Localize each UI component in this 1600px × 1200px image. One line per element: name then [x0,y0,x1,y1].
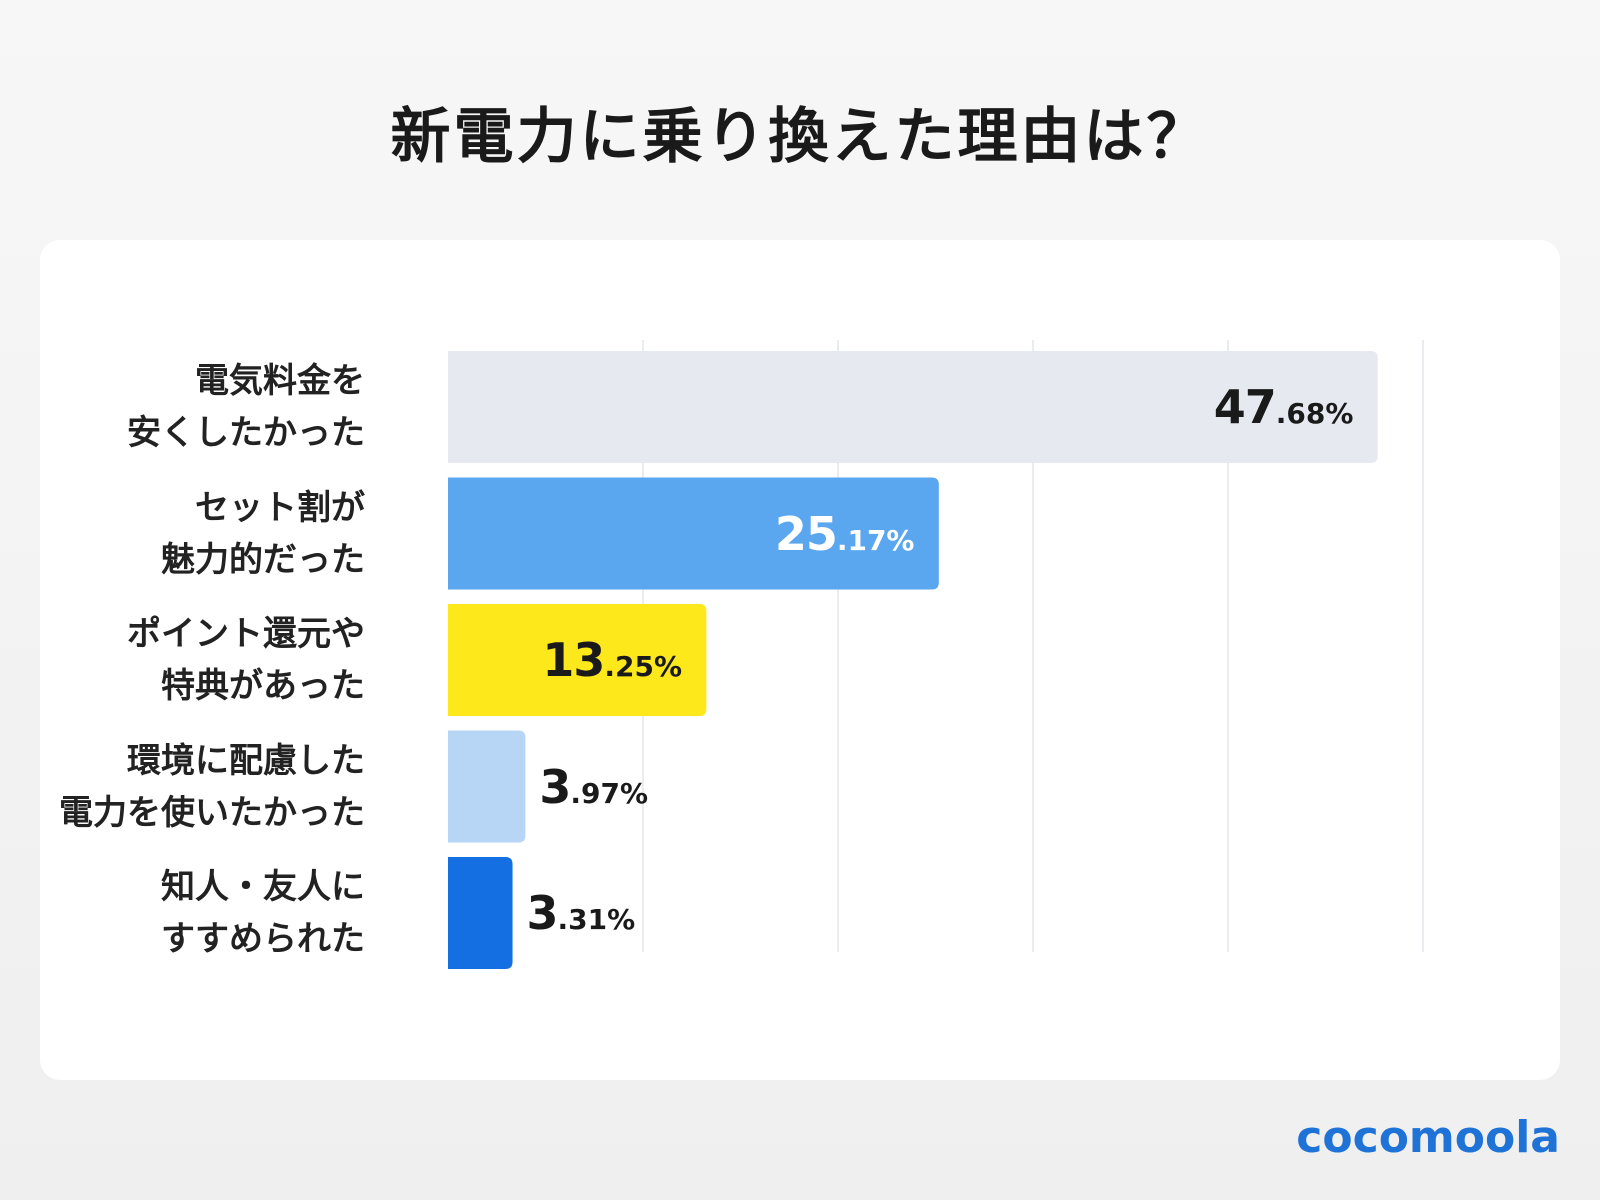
data-label: 3.31% [527,890,636,936]
bar [448,351,1378,463]
data-label-fraction: .31% [557,903,636,936]
data-label: 13.25% [542,637,682,683]
category-label-line: 電力を使いたかった [59,792,365,833]
bar [448,730,526,843]
category-label-line: 魅力的だった [161,539,365,580]
category-label: 電気料金を安くしたかった [0,355,365,459]
data-label: 47.68% [1214,384,1354,430]
category-label-line: 安くしたかった [127,413,365,453]
category-label-line: 特典があった [161,666,365,706]
category-label: 知人・友人に すすめられた [0,861,365,965]
data-label: 3.97% [539,764,648,810]
brand-logo: cocomoola [1296,1112,1560,1163]
data-label-integer: 47 [1213,380,1277,434]
data-label-integer: 3 [539,759,571,814]
bar [448,477,939,590]
data-label-fraction: .68% [1275,397,1354,430]
data-label-integer: 25 [774,506,838,561]
page-title: 新電力に乗り換えた理由は？ [390,102,1210,172]
data-label: 25.17% [775,511,915,557]
category-label-line: 電気料金を [195,361,365,401]
category-label-line: ポイント還元や [127,614,365,654]
category-label-line: 知人・友人に [161,867,365,907]
bar [448,857,513,969]
data-label-fraction: .25% [604,650,683,683]
category-label: セット割が魅力的だった [0,482,365,586]
data-label-integer: 13 [542,633,605,687]
data-label-fraction: .97% [570,776,649,810]
category-label-line: すすめられた [161,919,365,959]
bar [448,604,707,716]
data-label-fraction: .17% [836,523,915,557]
bar-chart [448,340,1424,969]
category-label: 環境に配慮した電力を使いたかった [0,735,365,839]
chart-card: 電気料金を安くしたかった 47.68% セット割が魅力的だった 25.17% ポイント還… [40,240,1560,1080]
category-label: ポイント還元や特典があった [0,608,365,712]
category-label-line: 環境に配慮した [127,740,365,781]
data-label-integer: 3 [526,886,559,940]
category-label-line: セット割が [195,487,365,528]
